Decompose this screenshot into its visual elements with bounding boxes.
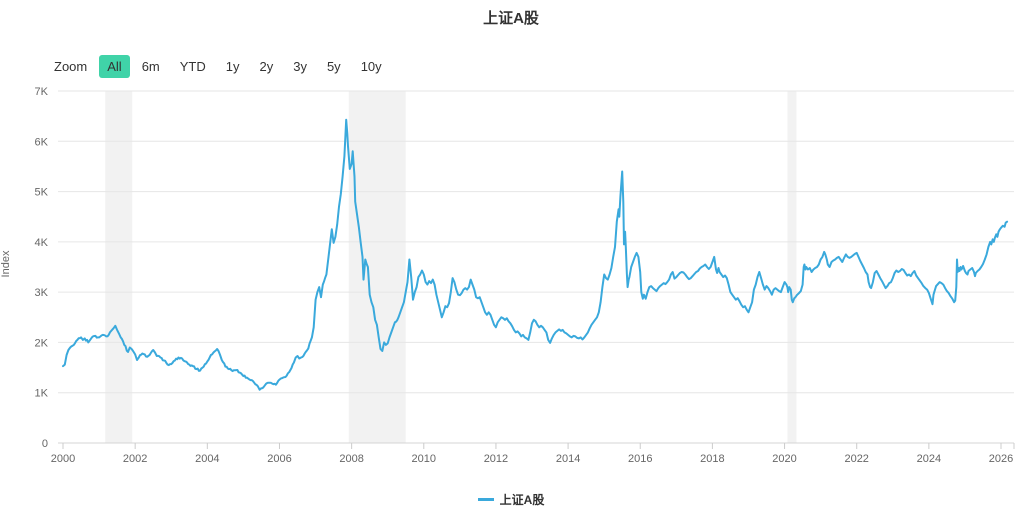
y-axis-label: 0 — [42, 438, 48, 450]
x-axis-label: 2024 — [917, 453, 941, 465]
range-button-all[interactable]: All — [99, 54, 130, 78]
y-axis-label: 6K — [35, 136, 49, 148]
legend-line-marker — [477, 497, 494, 501]
series-line[interactable] — [62, 118, 1009, 391]
x-axis-label: 2022 — [844, 453, 868, 465]
plot-band — [348, 91, 406, 443]
range-button-3y[interactable]: 3y — [285, 55, 315, 78]
y-axis-label: 5K — [35, 187, 49, 199]
x-axis-label: 2020 — [772, 453, 796, 465]
x-axis-label: 2004 — [195, 453, 219, 465]
x-axis-label: 2000 — [51, 453, 75, 465]
x-axis-label: 2026 — [989, 453, 1013, 465]
x-axis-label: 2014 — [556, 453, 580, 465]
x-axis-label: 2002 — [123, 453, 147, 465]
x-axis-label: 2018 — [700, 453, 724, 465]
range-selector-buttons: All 6m YTD 1y 2y 3y 5y 10y — [97, 54, 391, 78]
range-button-10y[interactable]: 10y — [353, 55, 390, 78]
legend-item[interactable]: 上证A股 — [0, 488, 1022, 510]
range-button-5y[interactable]: 5y — [319, 55, 349, 78]
range-button-2y[interactable]: 2y — [251, 55, 281, 78]
x-axis-label: 2010 — [412, 453, 436, 465]
plot-band — [105, 91, 133, 443]
x-axis-label: 2016 — [628, 453, 652, 465]
y-axis-label: 1K — [35, 388, 49, 400]
range-button-6m[interactable]: 6m — [134, 55, 168, 78]
range-selector: Zoom All 6m YTD 1y 2y 3y 5y 10y — [54, 54, 392, 78]
zoom-label: Zoom — [54, 58, 88, 74]
plot-band — [787, 91, 797, 443]
x-axis-label: 2008 — [339, 453, 363, 465]
range-button-1y[interactable]: 1y — [218, 55, 248, 78]
y-axis-label: 4K — [35, 237, 49, 249]
x-axis-label: 2012 — [484, 453, 508, 465]
plot-area[interactable]: 0 1K 2K 3K 4K 5K 6K 7K 2000 2002 2004 2006 2008 2010 2… — [0, 0, 1022, 480]
range-button-ytd[interactable]: YTD — [172, 55, 214, 78]
y-axis-label: 2K — [35, 337, 49, 349]
legend-label: 上证A股 — [499, 492, 545, 507]
x-axis-label: 2006 — [267, 453, 291, 465]
y-axis-label: 3K — [35, 287, 49, 299]
y-axis-label: 7K — [35, 86, 49, 98]
chart-title: 上证A股 — [483, 10, 539, 27]
